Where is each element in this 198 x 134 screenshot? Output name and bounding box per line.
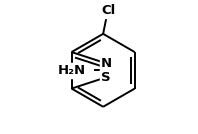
Text: Cl: Cl [101,4,115,17]
Text: H₂N: H₂N [58,64,86,77]
Text: N: N [101,57,112,70]
Text: S: S [101,71,111,84]
